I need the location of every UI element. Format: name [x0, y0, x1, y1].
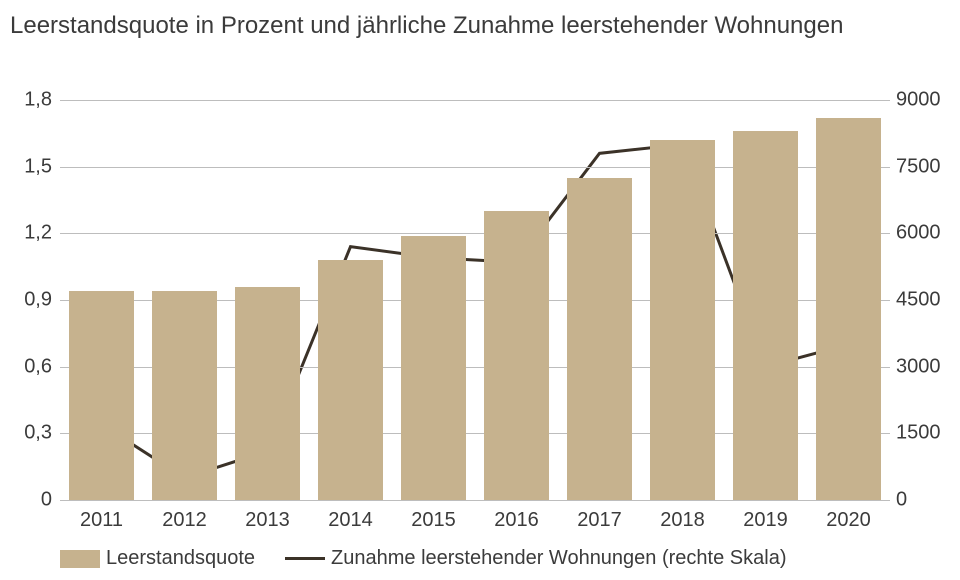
chart-title: Leerstandsquote in Prozent und jährliche…	[0, 0, 960, 42]
legend-label-bars: Leerstandsquote	[106, 547, 255, 570]
y-right-tick: 9000	[896, 89, 948, 112]
y-left-tick: 0,3	[10, 422, 52, 445]
x-tick: 2015	[411, 509, 456, 532]
x-tick: 2013	[245, 509, 290, 532]
y-left-tick: 1,8	[10, 89, 52, 112]
legend-swatch-bar	[60, 550, 100, 568]
chart-container: Leerstandsquote in Prozent und jährliche…	[0, 0, 960, 580]
bar	[650, 140, 715, 500]
y-left-tick: 0,9	[10, 289, 52, 312]
x-tick: 2012	[162, 509, 207, 532]
bar	[567, 178, 632, 500]
y-left-tick: 0	[10, 489, 52, 512]
y-left-tick: 1,5	[10, 155, 52, 178]
y-right-tick: 4500	[896, 289, 948, 312]
bar	[235, 287, 300, 500]
legend-label-line: Zunahme leerstehender Wohnungen (rechte …	[331, 547, 786, 570]
x-tick: 2018	[660, 509, 705, 532]
y-right-tick: 0	[896, 489, 948, 512]
x-tick: 2019	[743, 509, 788, 532]
bar	[401, 236, 466, 500]
x-tick: 2020	[826, 509, 871, 532]
bar	[69, 291, 134, 500]
y-right-tick: 1500	[896, 422, 948, 445]
y-right-tick: 3000	[896, 355, 948, 378]
gridline	[60, 500, 890, 501]
x-tick: 2011	[80, 509, 123, 532]
x-tick: 2016	[494, 509, 539, 532]
legend-item-line: Zunahme leerstehender Wohnungen (rechte …	[285, 547, 786, 570]
bar	[733, 131, 798, 500]
bar	[318, 260, 383, 500]
plot-area: 000,315000,630000,945001,260001,575001,8…	[60, 100, 890, 500]
bar	[816, 118, 881, 500]
y-left-tick: 0,6	[10, 355, 52, 378]
bar	[484, 211, 549, 500]
legend-swatch-line	[285, 557, 325, 560]
bar	[152, 291, 217, 500]
gridline	[60, 100, 890, 101]
y-right-tick: 6000	[896, 222, 948, 245]
y-left-tick: 1,2	[10, 222, 52, 245]
legend-item-bars: Leerstandsquote	[60, 547, 255, 570]
y-right-tick: 7500	[896, 155, 948, 178]
legend: Leerstandsquote Zunahme leerstehender Wo…	[60, 547, 900, 570]
x-tick: 2017	[577, 509, 622, 532]
x-tick: 2014	[328, 509, 373, 532]
